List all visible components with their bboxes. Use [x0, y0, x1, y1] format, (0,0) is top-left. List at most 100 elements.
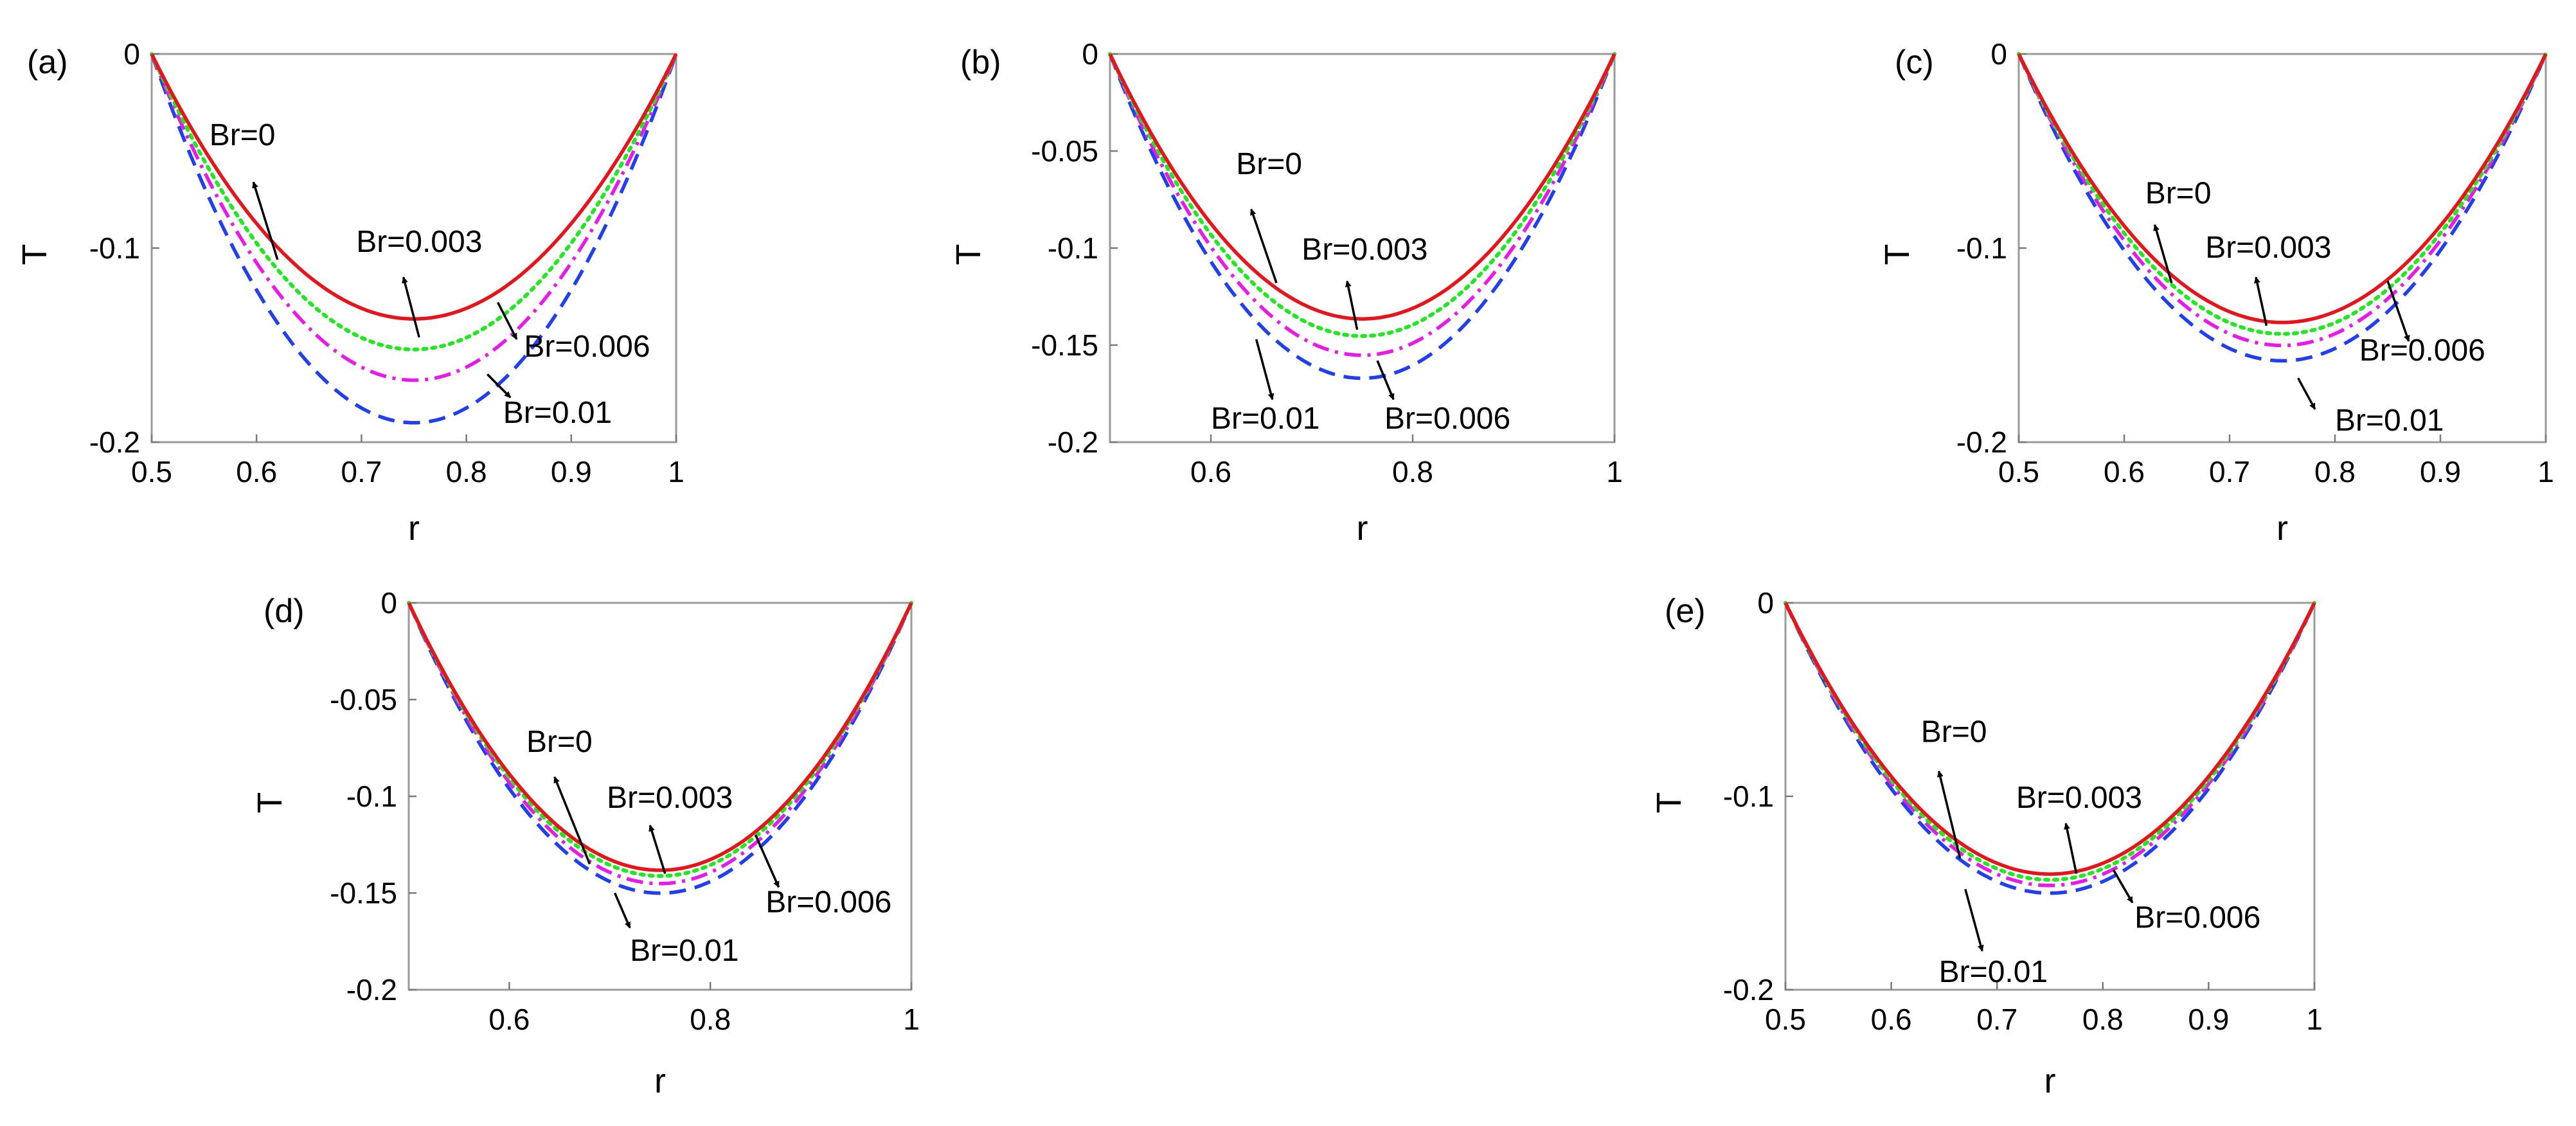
- annotation-arrow: [1936, 770, 1962, 859]
- annotation-arrow: [2254, 276, 2268, 326]
- y-tick-label: -0.1: [89, 231, 140, 265]
- y-tick-label: -0.05: [330, 683, 397, 717]
- x-tick-label: 0.8: [690, 1003, 731, 1036]
- series-line-br-0-003: [1108, 52, 1616, 338]
- annotation-label: Br=0.003: [356, 225, 482, 259]
- y-tick-label: -0.05: [1031, 134, 1098, 168]
- annotation-arrow: [2112, 869, 2134, 904]
- panel-label: (b): [960, 44, 1001, 81]
- annotation-arrow: [1249, 208, 1278, 283]
- x-tick-label: 1: [668, 455, 684, 488]
- x-tick-label: 0.9: [551, 455, 592, 488]
- annotation-arrow: [1376, 360, 1395, 400]
- annotation-arrow: [2297, 377, 2316, 410]
- chart-panel-a: 0.5 0.6 0.7 0.8 0.9 1 0 -0.1 -0.2 r T (a) Br=0 Br=0.0…: [15, 37, 684, 548]
- annotation-label: Br=0.003: [2205, 231, 2331, 265]
- y-tick-label: -0.1: [1048, 231, 1098, 265]
- series-line-br-0-006: [407, 602, 913, 886]
- annotation-arrow: [553, 776, 591, 865]
- x-axis-label: r: [654, 1062, 666, 1100]
- x-tick-label: 0.5: [1998, 455, 2039, 488]
- y-tick-label: -0.2: [346, 973, 397, 1006]
- annotation-label: Br=0.003: [1301, 233, 1427, 267]
- y-axis-label: T: [1650, 792, 1688, 814]
- series-line-br-0-003: [2017, 52, 2548, 336]
- annotation-label: Br=0: [1921, 715, 1987, 749]
- x-tick-label: 1: [1606, 455, 1623, 488]
- series-line-br-0-006: [1108, 53, 1616, 357]
- annotation-arrow: [252, 181, 279, 260]
- panel-label: (e): [1665, 593, 1706, 630]
- x-tick-label: 0.6: [1871, 1003, 1912, 1036]
- annotation-arrow: [2064, 823, 2078, 874]
- y-tick-label: 0: [1082, 37, 1098, 71]
- x-tick-label: 0.5: [1765, 1003, 1806, 1036]
- annotation-arrow: [614, 892, 631, 929]
- y-tick-label: 0: [123, 37, 140, 71]
- y-tick-label: 0: [380, 586, 397, 620]
- annotation-label: Br=0.006: [2134, 901, 2260, 935]
- annotation-label: Br=0.003: [2016, 781, 2142, 815]
- plot-area: [2017, 53, 2547, 443]
- series-line-br-0: [1784, 602, 2316, 876]
- x-tick-label: 0.9: [2420, 455, 2461, 488]
- series-line-br-0-006: [2017, 53, 2548, 348]
- y-tick-label: -0.2: [89, 425, 140, 459]
- chart-panel-d: 0.6 0.8 1 0 -0.05 -0.1 -0.15 -0.2 r T (d) Br=0 Br=0.…: [251, 586, 920, 1100]
- x-tick-label: 0.6: [488, 1003, 530, 1036]
- annotation-arrow: [402, 276, 420, 338]
- annotation-label: Br=0.006: [1384, 402, 1510, 436]
- annotation-arrow: [754, 834, 780, 888]
- plot-area: [1109, 53, 1616, 443]
- x-axis-label: r: [2276, 509, 2288, 548]
- panel-label: (c): [1895, 44, 1934, 81]
- y-tick-label: -0.2: [1048, 425, 1098, 459]
- y-axis-label: T: [949, 244, 988, 265]
- x-tick-label: 0.8: [1392, 455, 1433, 488]
- x-tick-label: 0.7: [2209, 455, 2250, 488]
- annotation-arrow: [2153, 224, 2173, 283]
- x-tick-label: 0.6: [2104, 455, 2145, 488]
- annotation-label: Br=0.006: [524, 330, 650, 364]
- x-tick-label: 0.8: [446, 455, 487, 488]
- annotation-label: Br=0.01: [1211, 402, 1319, 436]
- y-tick-label: -0.15: [330, 877, 397, 910]
- series-line-br-0-01: [1784, 602, 2316, 895]
- annotation-arrow: [1345, 280, 1359, 330]
- annotation-arrow: [1964, 889, 1984, 952]
- annotation-label: Br=0.01: [630, 934, 738, 968]
- annotation-arrow: [1255, 339, 1275, 400]
- y-tick-label: 0: [1990, 37, 2007, 71]
- series-line-br-0-006: [150, 53, 678, 382]
- x-tick-label: 0.5: [131, 455, 172, 488]
- x-tick-label: 0.6: [1190, 455, 1231, 488]
- annotation-label: Br=0.01: [1939, 955, 2048, 989]
- annotation-label: Br=0: [210, 118, 276, 152]
- series-line-br-0-01: [150, 53, 678, 425]
- annotation-label: Br=0.01: [503, 396, 612, 430]
- series-line-br-0-01: [407, 602, 913, 895]
- panel-label: (a): [27, 44, 68, 81]
- x-tick-label: 0.7: [1976, 1003, 2017, 1036]
- x-tick-label: 1: [2306, 1003, 2323, 1036]
- annotation-label: Br=0: [1236, 147, 1302, 181]
- series-line-br-0: [407, 602, 913, 872]
- annotation-arrow: [648, 825, 666, 874]
- annotation-arrow: [486, 373, 512, 398]
- chart-panel-b: 0.6 0.8 1 0 -0.05 -0.1 -0.15 -0.2 r T (b) Br=0 Br=0.…: [949, 37, 1623, 548]
- annotation-label: Br=0.003: [607, 781, 733, 815]
- panel-label: (d): [264, 593, 305, 630]
- x-tick-label: 0.9: [2188, 1003, 2229, 1036]
- x-tick-label: 0.7: [341, 455, 382, 488]
- annotation-label: Br=0.006: [2359, 334, 2485, 368]
- plot-area: [150, 53, 677, 443]
- y-tick-label: 0: [1757, 586, 1774, 620]
- y-axis-label: T: [1878, 244, 1917, 265]
- y-tick-label: -0.2: [1723, 973, 1774, 1006]
- chart-panel-c: 0.5 0.6 0.7 0.8 0.9 1 0 -0.1 -0.2 r T (c) Br=0 Br=0.0…: [1878, 37, 2554, 548]
- annotation-label: Br=0: [2145, 177, 2212, 211]
- y-tick-label: -0.15: [1031, 328, 1098, 362]
- x-axis-label: r: [408, 509, 420, 548]
- x-tick-label: 1: [903, 1003, 920, 1036]
